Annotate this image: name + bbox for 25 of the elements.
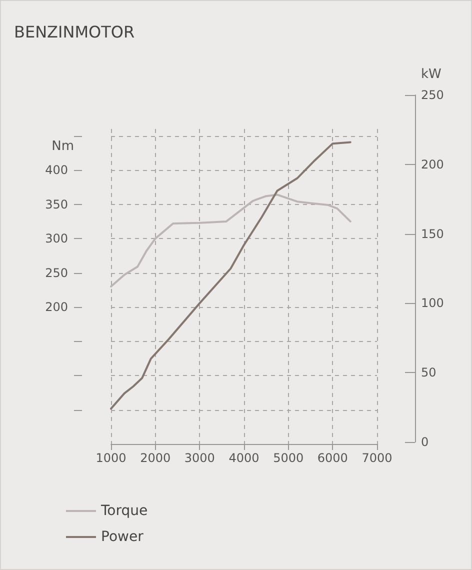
line-series — [110, 141, 352, 410]
x-tick-label: 5000 — [273, 451, 304, 465]
y2-tick-label: 50 — [421, 366, 436, 380]
x-tick-label: 1000 — [96, 451, 126, 465]
x-tick-label: 6000 — [317, 451, 348, 465]
x-tick-label: 4000 — [228, 451, 260, 465]
x-tick-label: 7000 — [362, 451, 392, 465]
y-tick-label: 200 — [45, 300, 68, 314]
y-tick-label: 350 — [45, 197, 68, 212]
y-axis-title: Nm — [52, 139, 74, 154]
y2-tick-label: 100 — [421, 296, 444, 310]
y2-tick-label: 150 — [421, 226, 444, 241]
y2-tick-label: 200 — [421, 157, 444, 172]
x-tick-label: 3000 — [184, 451, 215, 465]
y-tick-label: 250 — [45, 266, 68, 280]
legend-label: Torque — [100, 503, 148, 519]
y2-tick-label: 250 — [421, 88, 444, 102]
x-tick-label: 2000 — [140, 451, 171, 465]
legend-label: Power — [101, 529, 144, 545]
chart-title: BENZINMOTOR — [14, 22, 135, 42]
y-tick-label: 400 — [45, 163, 68, 178]
y2-tick-label: 0 — [421, 435, 429, 449]
y-tick-label: 300 — [45, 232, 68, 246]
y2-axis-title: kW — [421, 67, 442, 82]
line-series — [110, 194, 352, 288]
